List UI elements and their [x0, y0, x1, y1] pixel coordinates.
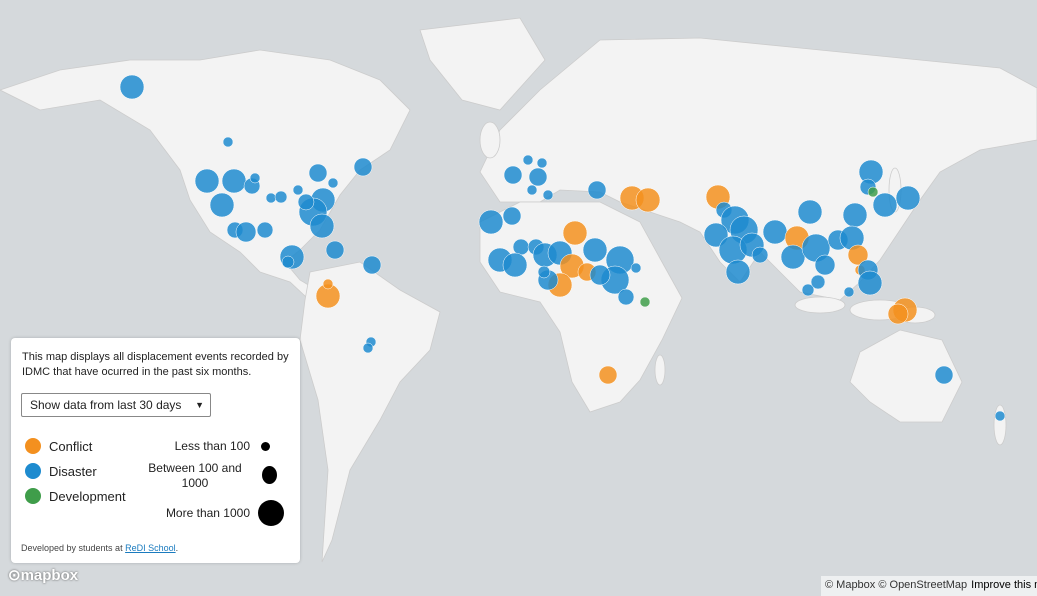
description: This map displays all displacement event… [22, 351, 289, 378]
event-marker[interactable] [537, 265, 551, 279]
event-marker[interactable] [635, 187, 661, 213]
event-marker[interactable] [292, 184, 304, 196]
event-marker[interactable] [857, 270, 883, 296]
event-marker[interactable] [872, 192, 898, 218]
event-marker[interactable] [209, 192, 235, 218]
event-marker[interactable] [325, 240, 345, 260]
event-marker[interactable] [542, 189, 554, 201]
legend-conflict: Conflict [25, 438, 92, 454]
event-marker[interactable] [503, 165, 523, 185]
size-dot [262, 466, 277, 484]
legend-swatch [25, 463, 41, 479]
event-marker[interactable] [265, 192, 277, 204]
event-marker[interactable] [249, 172, 261, 184]
event-marker[interactable] [934, 365, 954, 385]
event-marker[interactable] [797, 199, 823, 225]
event-marker[interactable] [801, 283, 815, 297]
event-marker[interactable] [587, 180, 607, 200]
legend-development: Development [25, 488, 126, 504]
credit: Developed by students at ReDI School. [21, 543, 178, 553]
info-panel: This map displays all displacement event… [11, 338, 300, 563]
size-label: Between 100 and 1000 [148, 461, 242, 490]
size-label: Less than 100 [174, 439, 250, 453]
event-marker[interactable] [512, 238, 530, 256]
legend-disaster: Disaster [25, 463, 97, 479]
attribution-text: © Mapbox © OpenStreetMap [825, 579, 968, 591]
event-marker[interactable] [562, 220, 588, 246]
event-marker[interactable] [582, 237, 608, 263]
event-marker[interactable] [725, 259, 751, 285]
event-marker[interactable] [119, 74, 145, 100]
event-marker[interactable] [194, 168, 220, 194]
event-marker[interactable] [221, 168, 247, 194]
event-marker[interactable] [994, 410, 1006, 422]
size-dot [258, 500, 284, 526]
event-marker[interactable] [887, 303, 909, 325]
mapbox-logo[interactable]: ⊙mapbox [8, 567, 79, 584]
legend-label: Disaster [49, 463, 97, 479]
legend-label: Conflict [49, 438, 93, 454]
event-marker[interactable] [780, 244, 806, 270]
event-marker[interactable] [235, 221, 257, 243]
event-marker[interactable] [308, 163, 328, 183]
event-marker[interactable] [598, 365, 618, 385]
event-marker[interactable] [522, 154, 534, 166]
event-marker[interactable] [630, 262, 642, 274]
event-marker[interactable] [309, 213, 335, 239]
improve-link[interactable]: Improve this map [971, 579, 1037, 591]
event-marker[interactable] [362, 255, 382, 275]
event-marker[interactable] [502, 206, 522, 226]
event-marker[interactable] [502, 252, 528, 278]
period-select[interactable]: Show data from last 30 days [21, 393, 211, 417]
event-marker[interactable] [617, 288, 635, 306]
event-marker[interactable] [353, 157, 373, 177]
legend-swatch [25, 438, 41, 454]
event-marker[interactable] [751, 246, 769, 264]
event-marker[interactable] [528, 167, 548, 187]
event-marker[interactable] [843, 286, 855, 298]
event-marker[interactable] [362, 342, 374, 354]
logo-text: mapbox [20, 567, 79, 584]
size-label: More than 1000 [165, 506, 250, 520]
event-marker[interactable] [274, 190, 288, 204]
event-marker[interactable] [895, 185, 921, 211]
event-marker[interactable] [810, 274, 826, 290]
event-marker[interactable] [842, 202, 868, 228]
event-marker[interactable] [322, 278, 334, 290]
event-marker[interactable] [222, 136, 234, 148]
event-marker[interactable] [526, 184, 538, 196]
event-marker[interactable] [281, 255, 295, 269]
event-marker[interactable] [847, 244, 869, 266]
event-marker[interactable] [814, 254, 836, 276]
credit-link[interactable]: ReDI School [125, 543, 176, 553]
event-marker[interactable] [297, 193, 315, 211]
event-marker[interactable] [256, 221, 274, 239]
legend-label: Development [49, 488, 126, 504]
size-dot [261, 442, 270, 451]
legend-swatch [25, 488, 41, 504]
event-marker[interactable] [762, 219, 788, 245]
event-marker[interactable] [589, 264, 611, 286]
event-marker[interactable] [536, 157, 548, 169]
markers [119, 74, 1006, 422]
event-marker[interactable] [867, 186, 879, 198]
event-marker[interactable] [327, 177, 339, 189]
credit-text: Developed by students at [21, 543, 123, 553]
event-marker[interactable] [639, 296, 651, 308]
event-marker[interactable] [478, 209, 504, 235]
period: . [175, 543, 179, 553]
